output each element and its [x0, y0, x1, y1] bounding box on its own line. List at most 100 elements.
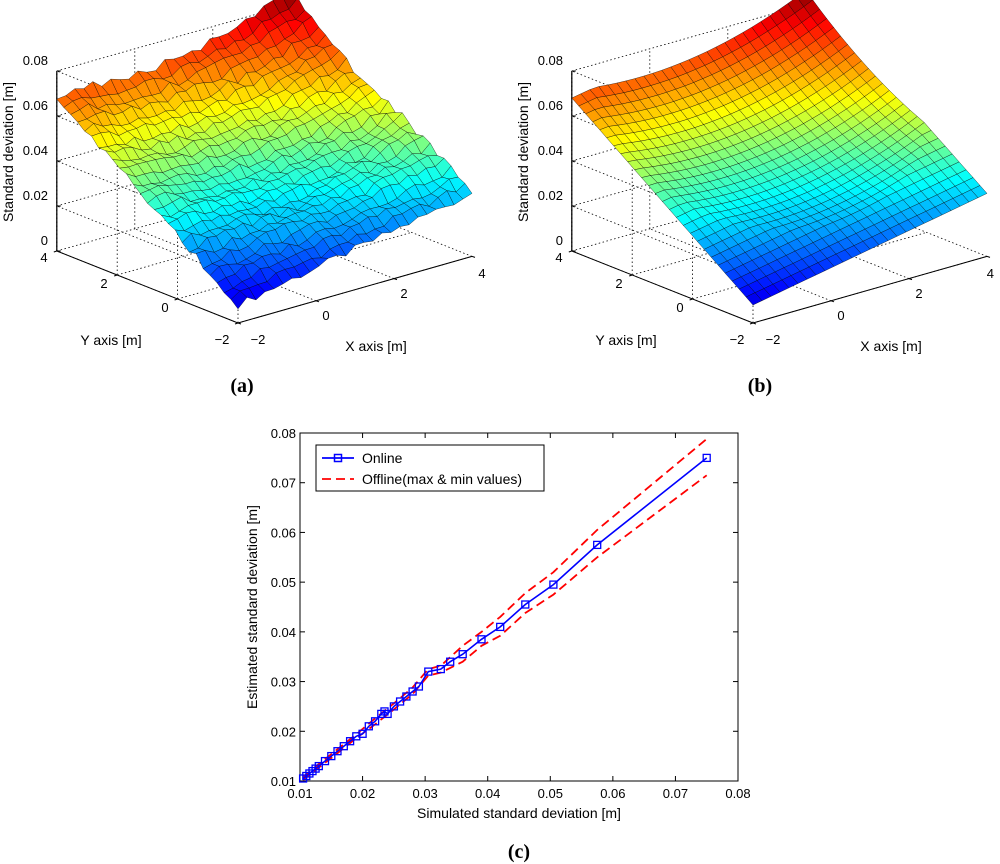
x-tick-label: 0.01 — [287, 786, 312, 801]
y-tick-mark — [629, 274, 633, 277]
online-marker — [414, 682, 424, 691]
online-marker — [352, 732, 361, 741]
y-tick-label: 0.01 — [271, 774, 296, 789]
legend-online-label: Online — [362, 450, 403, 466]
online-marker — [314, 761, 323, 771]
panel-b-yaxis-tick: 2 — [615, 276, 622, 291]
online-marker — [370, 717, 380, 726]
y-tick-label: 0.03 — [271, 675, 296, 690]
online-marker — [424, 667, 433, 676]
online-marker — [408, 687, 417, 696]
y-tick-mark — [568, 250, 572, 253]
online-marker — [389, 702, 399, 711]
panel-b-yaxis-tick: 0 — [676, 300, 683, 315]
grid-line — [571, 4, 806, 72]
online-marker — [446, 657, 455, 666]
online-marker — [320, 756, 330, 766]
panel-c-ticks: 0.01 0.02 0.03 0.04 0.05 0.06 0.07 0.08 0.01 0.02… — [271, 426, 751, 801]
online-marker — [593, 540, 602, 550]
grid-line — [56, 4, 291, 72]
online-marker — [496, 622, 505, 632]
online-marker — [436, 664, 445, 674]
panel-a-caption: (a) — [230, 375, 253, 397]
grid-line — [571, 184, 806, 252]
x-tick-mark — [830, 300, 835, 303]
panel-a-xaxis-tick: 0 — [322, 308, 329, 323]
online-marker — [521, 600, 530, 609]
panel-c-caption: (c) — [508, 841, 530, 863]
panel-a-zaxis-label: Standard deviation [m] — [0, 82, 16, 222]
legend-box — [315, 444, 545, 492]
offline-lower-line — [302, 474, 708, 781]
panel-c-line-chart: 0.01 0.02 0.03 0.04 0.05 0.06 0.07 0.08 0.01 0.02… — [244, 426, 751, 863]
panel-c-xaxis-label: Simulated standard deviation [m] — [417, 805, 621, 821]
panel-a-zaxis-tick: 0 — [41, 233, 48, 248]
panel-a-xaxis-tick: 2 — [400, 286, 407, 301]
panel-a-ticks: 0 0.02 0.04 0.06 0.08 −2 0 2 4 −2 0 2 4 — [23, 53, 486, 347]
x-tick-label: 0.06 — [600, 786, 625, 801]
y-tick-mark — [114, 274, 118, 277]
panel-a-yaxis-tick: 0 — [161, 300, 168, 315]
x-tick-label: 0.02 — [350, 786, 375, 801]
panel-b-yaxis-tick: −2 — [730, 332, 745, 347]
panel-a-surface — [56, 0, 473, 310]
x-tick-mark — [393, 278, 398, 281]
panel-a-zaxis-tick: 0.04 — [23, 143, 48, 158]
y-tick-mark — [234, 322, 239, 325]
y-tick-mark — [689, 298, 693, 301]
grid-line — [571, 94, 806, 162]
x-tick-label: 0.03 — [412, 786, 437, 801]
x-tick-mark — [237, 322, 242, 325]
online-marker — [458, 650, 467, 659]
panel-b-yaxis-tick: 4 — [555, 250, 562, 265]
online-marker — [358, 729, 367, 738]
panel-b-zaxis-tick: 0.02 — [538, 188, 563, 203]
panel-b-xaxis-tick: 2 — [915, 286, 922, 301]
online-marker — [549, 580, 558, 589]
x-tick-label: 0.07 — [663, 786, 688, 801]
online-marker — [383, 709, 392, 719]
axis-line — [752, 255, 988, 324]
panel-a-xaxis-tick: 4 — [478, 266, 485, 281]
panel-a-yaxis-label: Y axis [m] — [80, 332, 141, 348]
x-tick-label: 0.08 — [725, 786, 750, 801]
panel-a-zaxis-tick: 0.08 — [23, 53, 48, 68]
y-tick-label: 0.04 — [271, 625, 296, 640]
x-tick-mark — [315, 300, 320, 303]
panel-b-yaxis-label: Y axis [m] — [595, 332, 656, 348]
panel-a-yaxis-tick: −2 — [215, 332, 230, 347]
grid-line — [56, 94, 291, 162]
grid-line — [56, 184, 291, 252]
y-tick-label: 0.08 — [271, 426, 296, 441]
panel-b-zaxis-tick: 0.06 — [538, 98, 563, 113]
online-marker — [345, 737, 355, 746]
panel-b-xaxis-label: X axis [m] — [860, 338, 921, 354]
axis-line — [571, 250, 754, 324]
y-tick-mark — [749, 322, 754, 325]
x-tick-mark — [471, 255, 476, 258]
panel-a-yaxis-tick: 4 — [40, 250, 47, 265]
panel-c-legend: Online Offline(max & min values) — [315, 444, 545, 492]
x-tick-mark — [908, 278, 913, 281]
panel-b-surface-plot: 0 0.02 0.04 0.06 0.08 −2 0 2 4 −2 0 2 4 … — [515, 0, 994, 397]
panel-b-caption: (b) — [748, 375, 772, 397]
axis-line — [237, 255, 473, 324]
online-marker — [364, 722, 373, 731]
online-marker — [702, 453, 711, 463]
grid-line — [632, 208, 867, 276]
panel-b-zaxis-label: Standard deviation [m] — [515, 82, 531, 222]
panel-b-zaxis-tick: 0 — [556, 233, 563, 248]
panel-c-series — [298, 438, 711, 783]
axis-line — [56, 250, 239, 324]
online-marker — [477, 635, 486, 644]
y-tick-label: 0.02 — [271, 724, 296, 739]
panel-a-xaxis-tick: −2 — [251, 332, 266, 347]
y-tick-label: 0.07 — [271, 476, 296, 491]
online-marker — [339, 742, 348, 751]
online-marker — [327, 751, 336, 761]
y-tick-label: 0.05 — [271, 575, 296, 590]
x-tick-label: 0.05 — [538, 786, 563, 801]
grid-line — [56, 139, 291, 207]
legend-online-marker — [333, 453, 343, 463]
